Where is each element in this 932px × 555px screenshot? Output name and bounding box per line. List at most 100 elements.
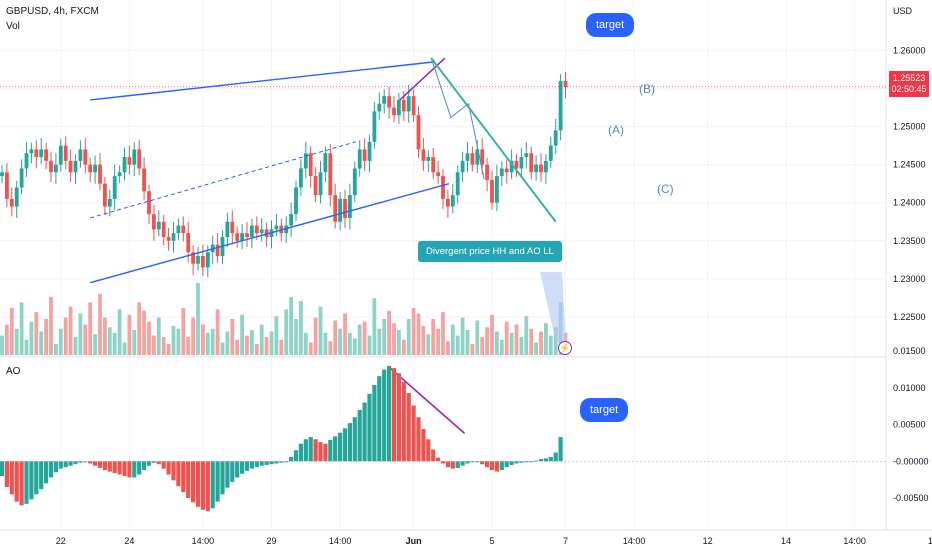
volume-bar: [137, 302, 142, 355]
ao-bar: [504, 461, 509, 468]
ao-bar: [225, 461, 230, 488]
ao-bar: [122, 461, 127, 476]
volume-bar: [250, 330, 254, 355]
candle-body: [68, 160, 73, 173]
candle-body: [450, 195, 455, 207]
candle-body: [372, 111, 377, 142]
volume-indicator-label[interactable]: Vol: [6, 21, 20, 32]
volume-bar: [416, 313, 421, 355]
ao-bar: [440, 461, 446, 464]
ao-bar: [460, 461, 465, 466]
volume-bar: [88, 302, 93, 355]
candle-body: [156, 221, 161, 230]
ao-bar: [200, 461, 205, 510]
volume-bar: [14, 328, 19, 355]
ao-bar: [191, 461, 196, 503]
alert-icon[interactable]: ⚡: [558, 341, 572, 355]
volume-bar: [534, 342, 538, 355]
ao-bar: [151, 461, 156, 463]
candle-body: [0, 172, 4, 177]
volume-bar: [480, 337, 485, 355]
time-tick-label: Jun: [406, 536, 422, 546]
ao-bar: [34, 461, 39, 495]
volume-bar: [460, 317, 465, 355]
channel-upper-line: [90, 61, 435, 101]
candle-body: [539, 164, 543, 173]
bar-countdown: 02:50:45: [891, 84, 927, 94]
candle-body: [446, 198, 450, 207]
ao-bar: [88, 461, 93, 464]
volume-bar: [0, 335, 4, 355]
volume-bar: [245, 335, 249, 355]
ao-bar: [538, 459, 544, 462]
candle-body: [318, 172, 323, 196]
ao-bar: [102, 461, 107, 471]
volume-bar: [171, 325, 176, 355]
volume-bar: [495, 331, 499, 355]
candle-body: [514, 160, 519, 169]
ao-bar: [58, 461, 63, 469]
candle-body: [54, 164, 58, 173]
volume-bar: [176, 328, 181, 355]
volume-bar: [93, 334, 97, 355]
volume-bar: [215, 309, 220, 355]
ao-bar: [465, 461, 470, 464]
ao-bar: [411, 405, 416, 462]
volume-bar: [9, 307, 14, 355]
time-tick-label: 29: [266, 536, 276, 546]
volume-bar: [485, 327, 489, 355]
ao-bar: [352, 417, 357, 462]
ao-bar: [480, 461, 485, 465]
candle-body: [201, 256, 205, 268]
ao-bar: [19, 461, 24, 506]
volume-bar: [289, 296, 293, 355]
ao-bar: [514, 461, 519, 464]
volume-bar: [519, 337, 524, 355]
ao-bar: [445, 461, 450, 468]
volume-bar: [19, 302, 24, 355]
wave-label-b: (B): [639, 82, 655, 96]
candle-body: [519, 157, 524, 169]
volume-bar: [299, 301, 303, 355]
candle-body: [117, 172, 122, 177]
volume-bar: [328, 341, 333, 355]
volume-bar: [127, 314, 132, 355]
ao-bar: [298, 443, 303, 462]
volume-bar: [279, 339, 284, 355]
ao-bar: [338, 432, 343, 462]
last-price-badge[interactable]: 1.25523 02:50:45: [889, 71, 929, 97]
candle-body: [191, 252, 195, 264]
volume-bar: [112, 332, 117, 355]
ao-bar: [396, 373, 401, 462]
candle-body: [421, 149, 426, 161]
ao-bar: [181, 461, 186, 493]
price-target-bubble[interactable]: target: [586, 13, 635, 37]
volume-bar: [539, 331, 543, 355]
volume-bar: [107, 327, 112, 355]
candle-body: [529, 153, 534, 173]
candle-body: [24, 153, 29, 169]
volume-bar: [161, 337, 166, 355]
ao-target-bubble[interactable]: target: [580, 398, 629, 422]
candle-body: [411, 96, 416, 116]
ao-indicator-label[interactable]: AO: [6, 366, 21, 377]
symbol-title[interactable]: GBPUSD, 4h, FXCM: [6, 6, 99, 17]
volume-bar: [431, 319, 436, 355]
candle-body: [558, 80, 563, 131]
price-tick-label: 1.24500: [893, 160, 926, 170]
wave-projection-path: [430, 57, 485, 180]
candle-body: [166, 236, 171, 241]
volume-bar: [98, 294, 102, 355]
volume-bar: [269, 331, 274, 355]
candle-body: [98, 164, 102, 184]
volume-bar: [401, 339, 406, 355]
candle-body: [401, 99, 406, 112]
divergence-note[interactable]: Divergent price HH and AO LL: [418, 241, 562, 262]
ao-bar: [73, 461, 78, 465]
candle-body: [88, 164, 93, 173]
candle-body: [504, 168, 509, 173]
ao-bar: [313, 439, 318, 462]
ao-bar: [44, 461, 49, 484]
